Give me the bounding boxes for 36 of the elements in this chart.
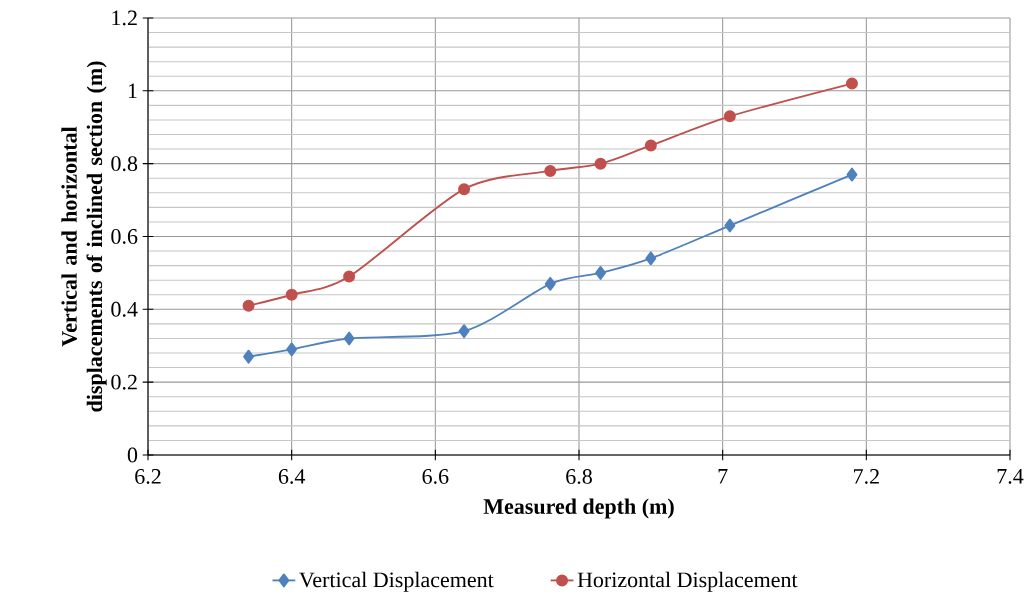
- y-tick-label: 1: [128, 83, 137, 99]
- point: [343, 270, 356, 283]
- y-axis-title: Vertical and horizontal displacements of inclined section (m): [61, 61, 107, 412]
- y-tick-label: 1.2: [112, 10, 137, 26]
- x-axis-title: Measured depth (m): [483, 498, 674, 519]
- point: [458, 324, 470, 339]
- point: [242, 299, 255, 312]
- y-tick-label: 0.8: [111, 156, 138, 172]
- point: [846, 167, 858, 182]
- x-tick-label: 7.2: [854, 469, 879, 484]
- point: [343, 331, 355, 346]
- y-tick-label: 0.4: [111, 301, 138, 317]
- y-tick-label: 0.6: [111, 229, 138, 244]
- point: [595, 265, 606, 280]
- point: [243, 349, 255, 364]
- x-tick-label: 6.6: [422, 469, 449, 484]
- legend-label: Horizontal Displacement: [577, 571, 798, 592]
- point: [544, 276, 556, 291]
- point: [724, 218, 736, 233]
- point: [845, 77, 858, 90]
- point: [544, 164, 557, 177]
- x-tick-label: 6.4: [278, 469, 306, 484]
- y-tick-label: 0.2: [111, 374, 137, 390]
- point: [645, 251, 657, 266]
- point: [286, 342, 298, 357]
- x-tick-label: 7.4: [997, 469, 1024, 484]
- point: [644, 139, 657, 152]
- x-tick-label: 7: [718, 469, 728, 484]
- point: [594, 157, 607, 170]
- x-tick-label: 6.2: [135, 469, 161, 484]
- point: [458, 183, 471, 196]
- x-tick-label: 6.8: [566, 469, 592, 484]
- point: [285, 288, 298, 301]
- legend-label: Vertical Displacement: [299, 571, 494, 592]
- y-tick-label: 0: [127, 447, 138, 463]
- point: [723, 110, 736, 123]
